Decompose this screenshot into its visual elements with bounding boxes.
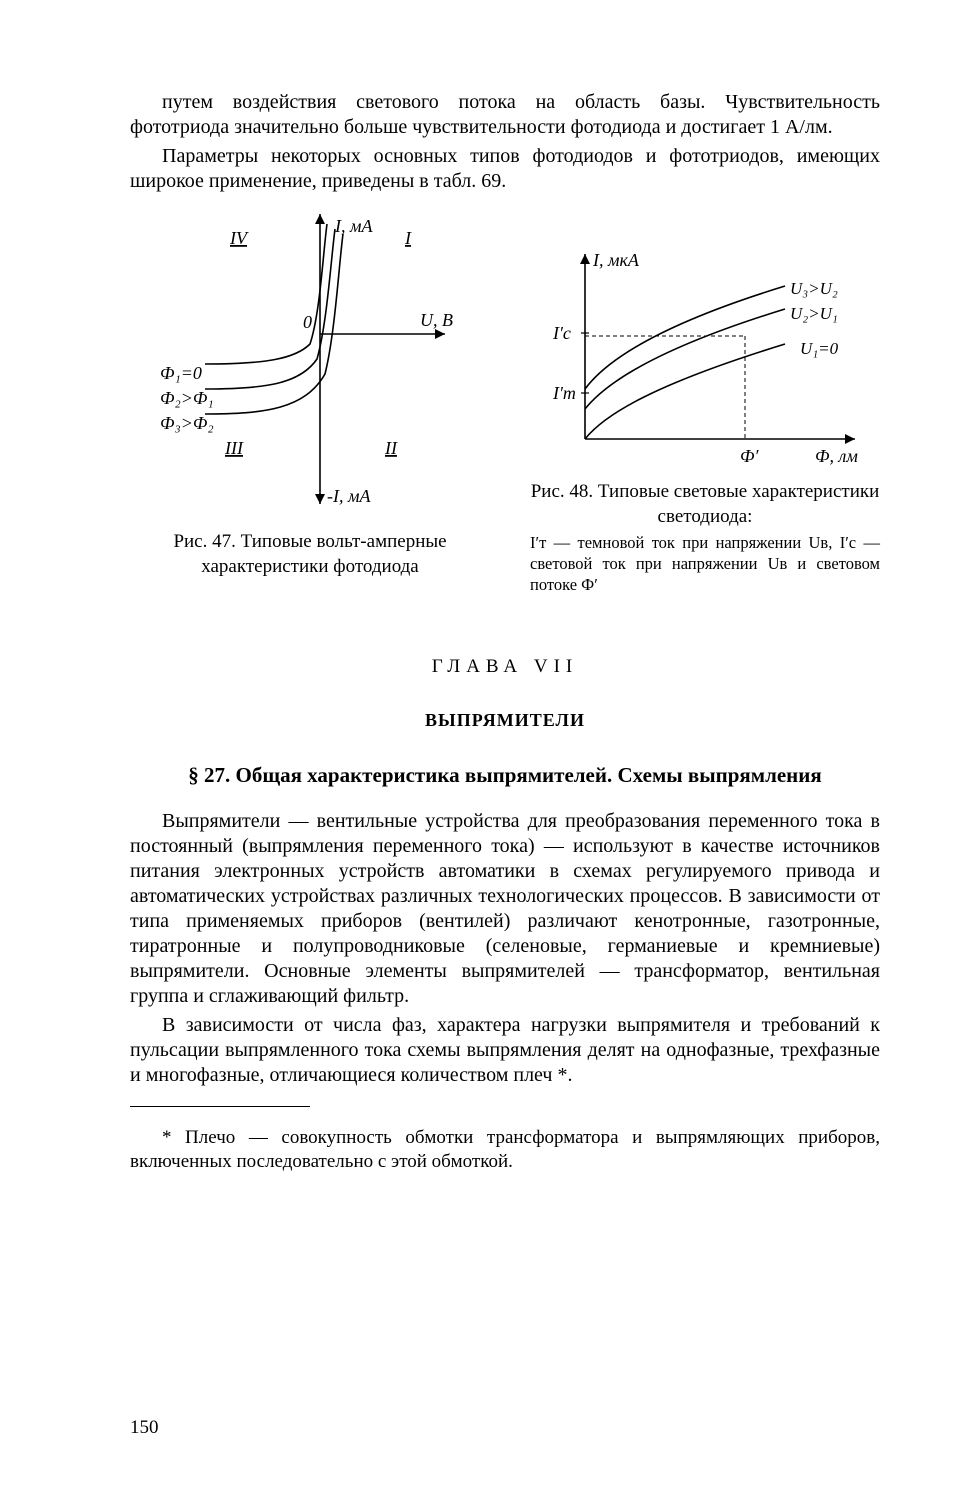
figures-row: I, мАU, В-I, мА0IIIIIIIVФ₁=0Ф₂>Ф₁Ф₃>Ф₂ Р… [130, 204, 880, 595]
svg-text:II: II [384, 438, 398, 458]
svg-text:Ф, лм: Ф, лм [815, 446, 858, 466]
footnote: * Плечо — совокупность обмотки трансформ… [130, 1126, 880, 1174]
svg-text:0: 0 [303, 312, 312, 332]
page: путем воздействия светового потока на об… [0, 0, 975, 1500]
paragraph-3: Выпрямители — вентильные устройства для … [130, 809, 880, 1009]
chapter-label: ГЛАВА VII [130, 655, 880, 679]
svg-text:U₁=0: U₁=0 [800, 339, 839, 358]
svg-text:U, В: U, В [420, 310, 453, 330]
svg-text:-I, мА: -I, мА [327, 486, 371, 506]
svg-text:I, мА: I, мА [334, 216, 373, 236]
svg-text:I′с: I′с [552, 323, 571, 343]
svg-text:III: III [224, 438, 244, 458]
svg-text:IV: IV [229, 228, 249, 248]
page-number: 150 [130, 1416, 159, 1440]
svg-text:Ф₁=0: Ф₁=0 [160, 363, 202, 383]
figure-47-graphic: I, мАU, В-I, мА0IIIIIIIVФ₁=0Ф₂>Ф₁Ф₃>Ф₂ [145, 204, 475, 524]
svg-text:Ф₂>Ф₁: Ф₂>Ф₁ [160, 388, 214, 408]
figure-48-subcaption: I′т — темновой ток при напряжении Uв, I′… [530, 533, 880, 595]
figure-48: I, мкА Ф, лм I′с I′т Ф′ U₃>U₂ U₂>U₁ U₁=0 Рис. 4… [530, 244, 880, 595]
svg-text:I: I [404, 228, 412, 248]
svg-text:Ф′: Ф′ [740, 446, 759, 466]
svg-text:U₂>U₁: U₂>U₁ [790, 304, 838, 323]
svg-text:I′т: I′т [552, 383, 576, 403]
chapter-title: ВЫПРЯМИТЕЛИ [130, 709, 880, 732]
svg-text:Ф₃>Ф₂: Ф₃>Ф₂ [160, 413, 214, 433]
svg-text:I, мкА: I, мкА [592, 250, 640, 270]
footnote-rule [130, 1106, 310, 1107]
figure-48-graphic: I, мкА Ф, лм I′с I′т Ф′ U₃>U₂ U₂>U₁ U₁=0 [535, 244, 875, 474]
paragraph-4: В зависимости от числа фаз, характера на… [130, 1013, 880, 1088]
figure-47-caption: Рис. 47. Типовые вольт-амперные характер… [130, 530, 490, 579]
figure-47: I, мАU, В-I, мА0IIIIIIIVФ₁=0Ф₂>Ф₁Ф₃>Ф₂ Р… [130, 204, 490, 579]
paragraph-2: Параметры некоторых основных типов фотод… [130, 144, 880, 194]
paragraph-1: путем воздействия светового потока на об… [130, 90, 880, 140]
section-heading: § 27. Общая характеристика выпрямителей.… [130, 762, 880, 789]
figure-48-caption: Рис. 48. Типовые световые характеристики… [530, 480, 880, 529]
svg-text:U₃>U₂: U₃>U₂ [790, 279, 838, 298]
